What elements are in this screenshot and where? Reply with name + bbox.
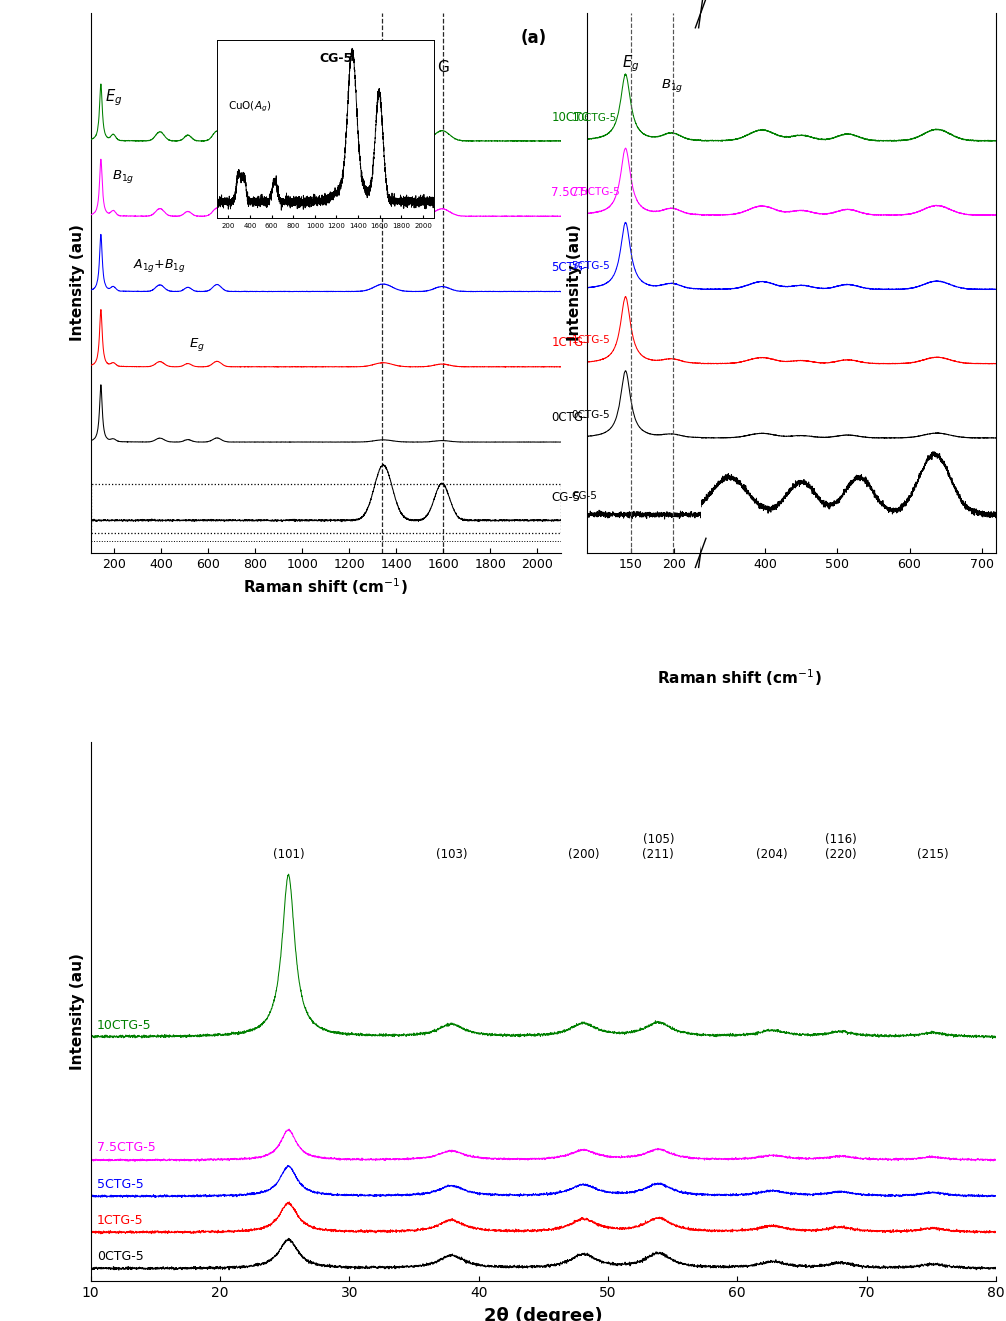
Text: 1CTG-5: 1CTG-5 — [571, 336, 610, 345]
Text: (215): (215) — [916, 848, 949, 861]
Text: $B_{1g}$: $B_{1g}$ — [662, 77, 684, 94]
Text: (a): (a) — [520, 29, 546, 48]
Text: $B_{1g}$: $B_{1g}$ — [112, 168, 134, 185]
X-axis label: 2θ (degree): 2θ (degree) — [484, 1308, 603, 1321]
Bar — [91, 485, 560, 532]
Text: (101): (101) — [273, 848, 304, 861]
Text: 7.5CTG-5: 7.5CTG-5 — [551, 186, 607, 199]
Text: CG-5: CG-5 — [551, 491, 580, 505]
Text: 10CTG-5: 10CTG-5 — [551, 111, 603, 124]
Text: 1CTG-5: 1CTG-5 — [97, 1214, 144, 1227]
Text: CG-5: CG-5 — [571, 490, 598, 501]
Text: D: D — [376, 61, 388, 75]
Text: 5CTG-5: 5CTG-5 — [571, 262, 610, 271]
Text: 7.5CTG-5: 7.5CTG-5 — [97, 1141, 156, 1155]
Text: (116)
(220): (116) (220) — [825, 834, 856, 861]
Text: (200): (200) — [567, 848, 600, 861]
Text: $E_g$: $E_g$ — [105, 87, 122, 108]
Text: 5CTG-5: 5CTG-5 — [551, 262, 596, 273]
Text: (103): (103) — [436, 848, 467, 861]
Text: 1CTG-5: 1CTG-5 — [551, 337, 596, 349]
Y-axis label: Intensity (au): Intensity (au) — [70, 225, 85, 341]
X-axis label: Raman shift (cm$^{-1}$): Raman shift (cm$^{-1}$) — [243, 576, 408, 597]
Text: 5CTG-5: 5CTG-5 — [97, 1177, 144, 1190]
Text: (b): (b) — [705, 29, 732, 48]
Text: $E_g$: $E_g$ — [622, 53, 640, 74]
Text: 7.5CTG-5: 7.5CTG-5 — [571, 188, 620, 197]
Text: (105)
(211): (105) (211) — [643, 834, 674, 861]
Text: $A_{1g}$$+$$B_{1g}$: $A_{1g}$$+$$B_{1g}$ — [133, 256, 185, 273]
Y-axis label: Intensity (au): Intensity (au) — [566, 225, 581, 341]
Text: 10CTG-5: 10CTG-5 — [571, 112, 617, 123]
Text: 0CTG-5: 0CTG-5 — [551, 411, 596, 424]
Text: (204): (204) — [757, 848, 788, 861]
Text: 10CTG-5: 10CTG-5 — [97, 1018, 152, 1032]
Text: Raman shift (cm$^{-1}$): Raman shift (cm$^{-1}$) — [657, 667, 822, 688]
Text: $E_g$: $E_g$ — [189, 337, 205, 353]
Text: G: G — [438, 61, 449, 75]
Text: 0CTG-5: 0CTG-5 — [97, 1251, 144, 1263]
Y-axis label: Intensity (au): Intensity (au) — [70, 954, 85, 1070]
Text: 0CTG-5: 0CTG-5 — [571, 410, 610, 420]
